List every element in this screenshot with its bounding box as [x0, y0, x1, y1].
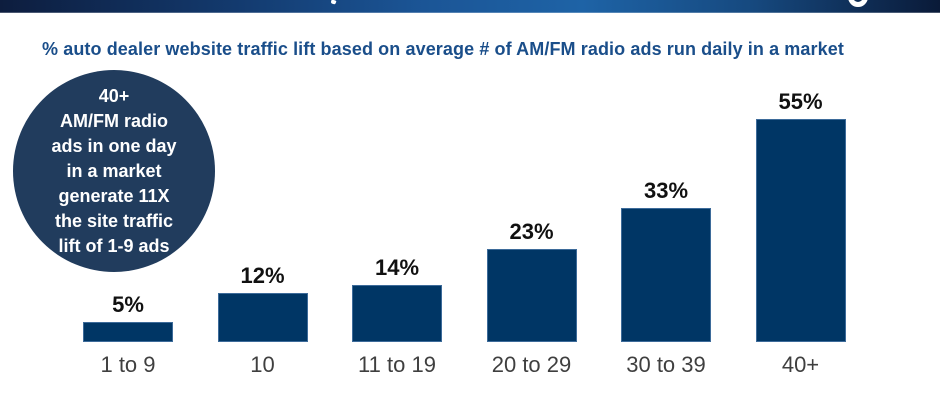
- top-banner: [0, 0, 940, 13]
- bar-value-label: 55%: [778, 89, 823, 114]
- cutoff-letter-bowl-glyph: [848, 0, 868, 7]
- badge-line: the site traffic: [54, 210, 174, 231]
- category-label: 40+: [781, 352, 820, 377]
- bar-value-label: 33%: [643, 178, 689, 203]
- bar-value-label: 14%: [374, 255, 420, 280]
- bar-column: 23%: [486, 219, 577, 342]
- badge-line: 40+: [98, 85, 130, 106]
- category-label: 10: [250, 352, 275, 377]
- bar-value-label: 5%: [112, 292, 144, 317]
- bar: [217, 293, 308, 342]
- bar: [486, 249, 577, 342]
- bar: [621, 208, 711, 342]
- bar: [755, 119, 846, 342]
- category-label: 30 to 39: [626, 352, 706, 377]
- bar-column: 5%: [83, 294, 173, 342]
- bar-value-label: 12%: [240, 263, 285, 288]
- category-label: 1 to 9: [100, 352, 156, 377]
- badge-line: AM/FM radio: [60, 110, 168, 131]
- bar-column: 55%: [755, 89, 846, 342]
- bar: [352, 285, 442, 342]
- chart-title: % auto dealer website traffic lift based…: [42, 39, 844, 59]
- bar-column: 14%: [352, 257, 442, 342]
- category-label: 20 to 29: [491, 352, 572, 377]
- badge-line: in a market: [66, 160, 162, 181]
- badge-line: generate 11X: [58, 185, 170, 206]
- bar-column: 12%: [217, 263, 308, 342]
- bar-value-label: 23%: [509, 219, 554, 244]
- bar: [83, 322, 173, 342]
- bar-column: 33%: [621, 180, 711, 342]
- badge-line: ads in one day: [51, 135, 177, 156]
- category-label: 11 to 19: [358, 352, 436, 377]
- annotation-badge: 40+ AM/FM radio ads in one day in a mark…: [13, 70, 215, 272]
- badge-line: lift of 1-9 ads: [58, 235, 170, 256]
